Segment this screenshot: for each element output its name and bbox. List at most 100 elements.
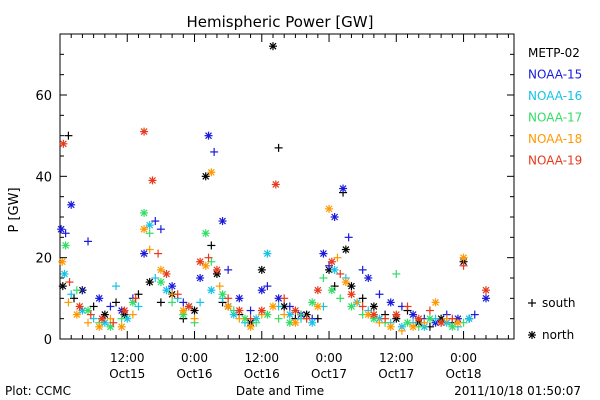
data-point-south [145, 229, 154, 238]
data-point-south [72, 286, 81, 295]
data-point-south [89, 314, 98, 323]
y-tick-label: 60 [35, 89, 52, 104]
legend-entry-noaa-17: NOAA-17 [528, 111, 582, 125]
data-point-south [154, 249, 163, 258]
data-point-south [173, 290, 182, 299]
x-tick-time-label: 12:00 [379, 351, 414, 365]
legend-entry-noaa-19: NOAA-19 [528, 154, 582, 168]
data-point-north [403, 318, 412, 327]
data-point-north [207, 168, 216, 177]
data-point-south [210, 147, 219, 156]
data-point-north [98, 314, 107, 323]
series-noaa-15 [57, 131, 490, 327]
data-point-south [207, 257, 216, 266]
data-point-south [381, 314, 390, 323]
data-point-south [224, 294, 233, 303]
data-point-north [184, 302, 193, 311]
data-point-north [60, 269, 69, 278]
data-point-south [280, 294, 289, 303]
data-point-south [470, 310, 479, 319]
data-point-south [425, 306, 434, 315]
data-point-north [168, 282, 177, 291]
data-point-south [353, 298, 362, 307]
footer-left-credit: Plot: CCMC [5, 384, 71, 398]
data-point-north [481, 286, 490, 295]
data-point-south [403, 302, 412, 311]
data-point-south [448, 314, 457, 323]
data-point-north [341, 245, 350, 254]
data-point-north [341, 278, 350, 287]
x-tick-date-label: Oct15 [109, 367, 145, 381]
data-point-north [156, 278, 165, 287]
data-point-north [201, 229, 210, 238]
data-point-north [120, 306, 129, 315]
data-point-south [134, 302, 143, 311]
data-point-south [109, 318, 118, 327]
data-point-north [67, 200, 76, 209]
data-point-south [117, 314, 126, 323]
data-point-north [235, 294, 244, 303]
data-point-south [280, 310, 289, 319]
data-point-north [257, 265, 266, 274]
data-point-north [313, 302, 322, 311]
data-point-north [156, 265, 165, 274]
data-point-north [448, 322, 457, 331]
data-point-north [61, 241, 70, 250]
data-point-north [162, 286, 171, 295]
data-point-north [347, 290, 356, 299]
legend-entry-metp-02: METP-02 [528, 46, 580, 60]
y-tick-label: 20 [35, 252, 52, 267]
data-point-north [347, 282, 356, 291]
plot-frame [59, 33, 515, 340]
data-point-north [75, 302, 84, 311]
legend-label-south: south [542, 296, 576, 310]
data-point-south [128, 310, 137, 319]
data-point-north [117, 322, 126, 331]
data-point-north [386, 322, 395, 331]
data-point-north [148, 176, 157, 185]
series-noaa-19 [59, 127, 490, 327]
data-point-north [308, 298, 317, 307]
data-point-south [285, 302, 294, 311]
data-point-north [319, 249, 328, 258]
data-point-south [274, 143, 283, 152]
data-point-south [319, 274, 328, 282]
data-point-south [375, 290, 384, 299]
data-point-south [224, 265, 233, 274]
data-point-south [252, 318, 261, 327]
data-point-south [106, 302, 115, 311]
data-point-north [291, 306, 300, 315]
data-point-north [235, 306, 244, 315]
data-point-south [375, 318, 384, 327]
data-point-north [218, 217, 227, 226]
data-point-north [100, 318, 109, 327]
x-tick-date-label: Oct16 [177, 367, 213, 381]
x-tick-date-label: Oct17 [378, 367, 414, 381]
data-point-south [84, 237, 93, 246]
data-point-south [86, 310, 95, 319]
data-point-north [271, 180, 280, 189]
data-point-north [58, 282, 67, 291]
data-point-south [190, 314, 199, 323]
data-point-north [72, 310, 81, 319]
data-point-north [204, 131, 213, 140]
data-point-north [212, 265, 221, 274]
data-point-south [344, 233, 353, 242]
data-point-north [162, 269, 171, 278]
data-point-north [128, 298, 137, 307]
data-point-south [131, 294, 140, 303]
data-point-north [327, 286, 336, 295]
data-point-north [179, 306, 188, 315]
data-point-north [465, 314, 474, 323]
data-point-south [156, 225, 165, 234]
data-point-south [330, 282, 339, 291]
data-point-south [274, 314, 283, 323]
data-point-south [61, 229, 70, 238]
x-tick-time-label: 0:00 [450, 351, 477, 365]
data-point-north [224, 302, 233, 311]
data-point-south [325, 261, 334, 270]
data-point-north [313, 286, 322, 295]
x-tick-date-label: Oct17 [311, 367, 347, 381]
data-point-north [308, 318, 317, 327]
